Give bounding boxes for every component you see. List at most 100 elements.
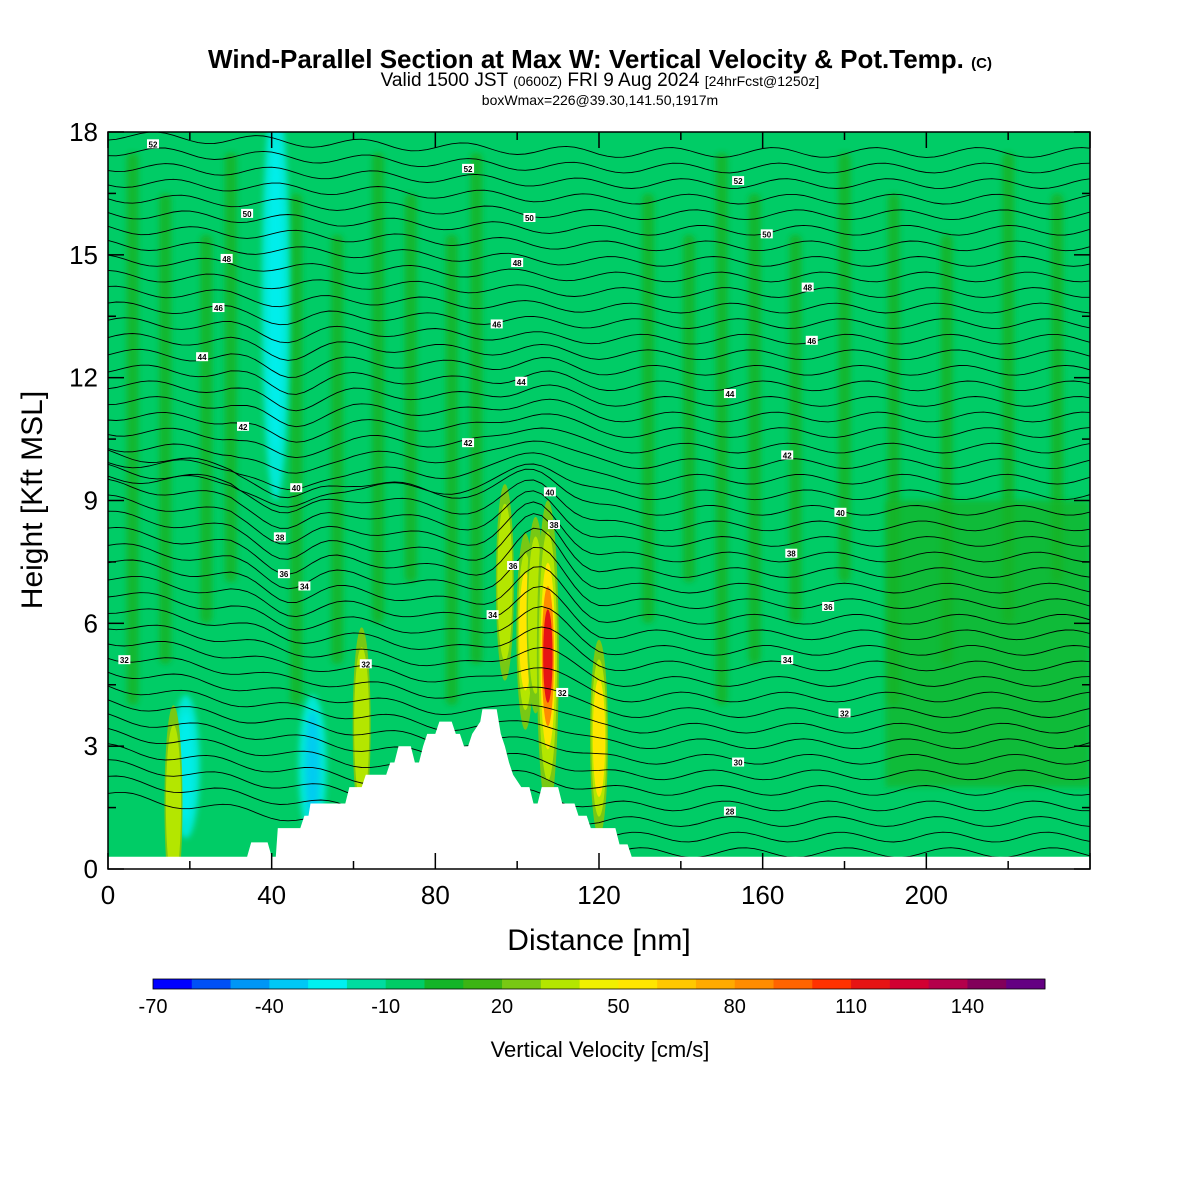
theta-label: 42 xyxy=(781,450,794,460)
x-axis-title: Distance [nm] xyxy=(507,924,690,957)
theta-label: 44 xyxy=(723,389,736,399)
colorbar-tick-label: -70 xyxy=(139,996,168,1018)
colorbar-tick-label: -10 xyxy=(371,996,400,1018)
weak-updraft-streak xyxy=(372,152,385,624)
theta-label-text: 44 xyxy=(198,353,207,362)
colorbar-swatch xyxy=(1006,979,1046,989)
colorbar-swatch xyxy=(346,979,387,989)
theta-label-bg xyxy=(732,757,745,767)
theta-label-text: 34 xyxy=(783,656,792,665)
theta-label-text: 50 xyxy=(525,214,534,223)
theta-label-bg xyxy=(273,532,286,542)
theta-label: 32 xyxy=(838,708,851,718)
theta-contour-line xyxy=(108,743,1090,812)
x-axis: 0 40 80 120 160 200 xyxy=(101,132,1091,910)
colorbar-swatch xyxy=(734,979,775,989)
colorbar-swatch xyxy=(385,979,425,989)
theta-contour-line xyxy=(108,575,1090,641)
box-info: boxWmax=226@39.30,141.50,1917m xyxy=(481,92,719,108)
x-tick-label: 160 xyxy=(741,880,784,910)
theta-label-text: 32 xyxy=(361,660,370,669)
theta-label-text: 50 xyxy=(243,210,252,219)
colorbar-swatch xyxy=(153,979,193,989)
theta-label-bg xyxy=(723,389,736,399)
theta-label-bg xyxy=(290,483,303,493)
colorbar-swatch xyxy=(773,979,813,989)
y-tick-label: 12 xyxy=(69,363,98,393)
theta-label-bg xyxy=(543,487,556,497)
colorbar-tick-label: 80 xyxy=(724,996,746,1018)
theta-label-bg xyxy=(212,303,225,313)
theta-contour-line xyxy=(108,396,1090,428)
colorbar-swatch xyxy=(540,979,581,989)
colorbar-tick-label: 50 xyxy=(607,996,629,1018)
colorbar-swatch xyxy=(502,979,542,989)
theta-contour-line xyxy=(108,592,1090,656)
theta-contour-line xyxy=(108,657,1090,718)
weak-updraft-streak xyxy=(159,193,172,665)
theta-contour-line xyxy=(108,285,1090,314)
weak-updraft-streak xyxy=(200,234,213,624)
colorbar-swatch xyxy=(618,979,658,989)
theta-label-text: 52 xyxy=(734,177,743,186)
colorbar-swatch xyxy=(851,979,891,989)
theta-label-text: 52 xyxy=(464,165,473,174)
theta-label: 48 xyxy=(511,258,524,268)
theta-label-bg xyxy=(781,655,794,665)
colorbar-tick-label: 110 xyxy=(835,996,867,1018)
theta-contour-line xyxy=(108,348,1090,378)
weak-updraft-streak xyxy=(683,234,696,583)
theta-contour-line xyxy=(108,427,1090,459)
theta-contour-line xyxy=(108,759,1090,827)
theta-label-bg xyxy=(760,229,773,239)
theta-label-text: 38 xyxy=(550,521,559,530)
theta-contour-line xyxy=(108,225,1090,252)
theta-label: 38 xyxy=(273,532,286,542)
theta-contour-line xyxy=(108,685,1090,750)
theta-label-text: 36 xyxy=(509,562,518,571)
theta-contour-line xyxy=(108,543,1090,610)
x-tick-label: 200 xyxy=(905,880,948,910)
theta-label: 44 xyxy=(515,376,528,387)
theta-label-bg xyxy=(547,520,560,530)
weak-updraft-streak xyxy=(642,193,655,624)
weak-updraft-streak xyxy=(290,193,303,706)
colorbar-swatch xyxy=(463,979,503,989)
valid-prefix: Valid 1500 JST xyxy=(380,70,508,91)
theta-label: 28 xyxy=(723,806,736,817)
theta-label-text: 32 xyxy=(558,689,567,698)
theta-label-bg xyxy=(556,687,569,697)
theta-label-text: 42 xyxy=(239,423,248,432)
y-tick-label: 9 xyxy=(84,486,98,516)
theta-label-bg xyxy=(732,176,745,186)
theta-label-bg xyxy=(277,569,290,579)
valid-date: FRI 9 Aug 2024 xyxy=(567,70,700,91)
updraft-contour xyxy=(497,503,513,662)
theta-label-text: 36 xyxy=(279,570,288,579)
colorbar-swatch xyxy=(657,979,697,989)
colorbar-tick-label: 20 xyxy=(491,996,513,1018)
colorbar-swatch xyxy=(967,979,1007,989)
x-tick-label: 40 xyxy=(257,880,286,910)
theta-label-bg xyxy=(723,806,736,816)
colorbar-swatch xyxy=(269,979,309,989)
theta-label: 50 xyxy=(241,208,254,219)
chart-title: Wind-Parallel Section at Max W: Vertical… xyxy=(0,44,1200,75)
y-axis-title: Height [Kft MSL] xyxy=(16,391,49,609)
theta-label-bg xyxy=(147,139,160,149)
theta-label: 36 xyxy=(277,569,290,579)
colorbar-title: Vertical Velocity [cm/s] xyxy=(491,1037,710,1062)
weak-updraft-streak xyxy=(470,152,483,665)
theta-contour-line xyxy=(108,671,1090,734)
theta-label-text: 42 xyxy=(464,439,473,448)
weak-updraft-streak xyxy=(404,193,417,583)
theta-label-bg xyxy=(834,507,847,517)
theta-label-text: 34 xyxy=(300,582,309,591)
y-tick-label: 18 xyxy=(69,117,98,147)
theta-label-text: 32 xyxy=(840,709,849,718)
theta-contour-line xyxy=(108,478,1090,547)
updraft-contour xyxy=(165,724,182,869)
theta-contour-line xyxy=(108,727,1090,796)
theta-contour-labels: 28 30 32 32 32 32 34 34 34 36 36 36 38 38 38 40 40 40 42 42… xyxy=(118,139,851,817)
